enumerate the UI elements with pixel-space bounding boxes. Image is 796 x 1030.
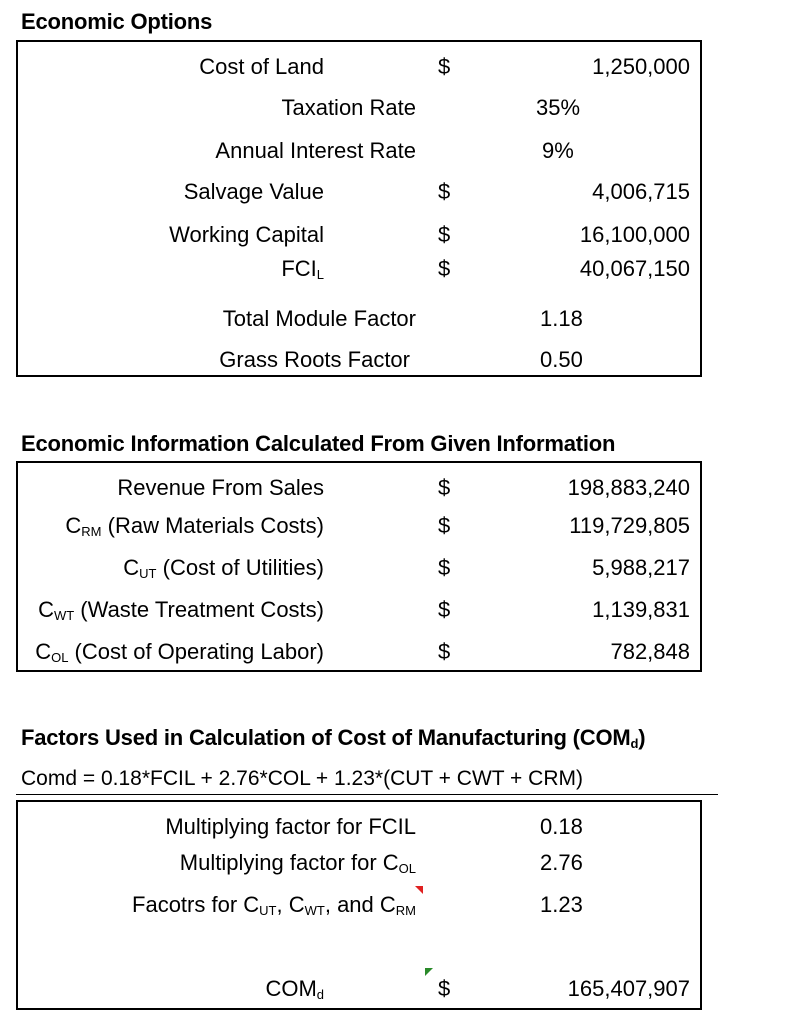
section-title-calculated-information: Economic Information Calculated From Giv… xyxy=(21,431,616,456)
table-row: FCIL $ 40,067,150 xyxy=(18,256,700,286)
row-value: 0.50 xyxy=(540,347,583,372)
row-label: Cost of Land xyxy=(199,54,324,79)
row-label: Taxation Rate xyxy=(281,95,416,120)
currency-symbol: $ xyxy=(438,256,451,281)
section-title-economic-options: Economic Options xyxy=(21,9,213,34)
row-value: 1,250,000 xyxy=(592,54,690,79)
table-row: Annual Interest Rate 9% xyxy=(18,138,700,168)
row-value: 1,139,831 xyxy=(592,597,690,622)
currency-symbol: $ xyxy=(438,54,451,79)
row-label: Revenue From Sales xyxy=(117,475,324,500)
row-label: Facotrs for CUT, CWT, and CRM xyxy=(132,892,416,918)
manufacturing-factors-table: Multiplying factor for FCIL 0.18 Multipl… xyxy=(16,800,702,1010)
row-value: 1.18 xyxy=(540,306,583,331)
table-row: Total Module Factor 1.18 xyxy=(18,306,700,336)
calculated-information-table: Revenue From Sales $ 198,883,240 CRM (Ra… xyxy=(16,461,702,672)
table-row: Revenue From Sales $ 198,883,240 xyxy=(18,475,700,505)
economic-options-table: Cost of Land $ 1,250,000 Taxation Rate 3… xyxy=(16,40,702,377)
table-row: Cost of Land $ 1,250,000 xyxy=(18,54,700,84)
row-label: Annual Interest Rate xyxy=(215,138,416,163)
currency-symbol: $ xyxy=(438,597,451,622)
row-value: 9% xyxy=(542,138,574,163)
row-value: 119,729,805 xyxy=(569,513,690,538)
table-row: Facotrs for CUT, CWT, and CRM 1.23 xyxy=(18,886,700,922)
row-value: 782,848 xyxy=(610,639,690,664)
currency-symbol: $ xyxy=(438,513,451,538)
row-value: 1.23 xyxy=(540,892,583,917)
com-formula: Comd = 0.18*FCIL + 2.76*COL + 1.23*(CUT … xyxy=(21,767,583,790)
formula-underline xyxy=(16,794,718,795)
currency-symbol: $ xyxy=(438,639,451,664)
row-label: Grass Roots Factor xyxy=(219,347,410,372)
row-label: CWT (Waste Treatment Costs) xyxy=(38,597,324,623)
currency-symbol: $ xyxy=(438,179,451,204)
row-value: 198,883,240 xyxy=(567,475,690,500)
currency-symbol: $ xyxy=(438,475,451,500)
row-label: COL (Cost of Operating Labor) xyxy=(35,639,324,665)
formula-indicator-green[interactable] xyxy=(425,968,433,976)
section-title-manufacturing-factors: Factors Used in Calculation of Cost of M… xyxy=(21,725,646,751)
row-label: FCIL xyxy=(281,256,324,282)
table-row: COL (Cost of Operating Labor) $ 782,848 xyxy=(18,639,700,669)
row-value: 0.18 xyxy=(540,814,583,839)
comment-indicator-red[interactable] xyxy=(415,886,423,894)
table-row: Taxation Rate 35% xyxy=(18,95,700,125)
currency-symbol: $ xyxy=(438,222,451,247)
row-label: Multiplying factor for FCIL xyxy=(165,814,416,839)
row-value: 5,988,217 xyxy=(592,555,690,580)
table-row: Grass Roots Factor 0.50 xyxy=(18,347,700,377)
table-row: CUT (Cost of Utilities) $ 5,988,217 xyxy=(18,555,700,585)
table-row: CWT (Waste Treatment Costs) $ 1,139,831 xyxy=(18,597,700,627)
row-value: 4,006,715 xyxy=(592,179,690,204)
table-row: Multiplying factor for COL 2.76 xyxy=(18,850,700,880)
row-value: 165,407,907 xyxy=(567,976,690,1001)
row-label: CUT (Cost of Utilities) xyxy=(123,555,324,581)
table-row: Salvage Value $ 4,006,715 xyxy=(18,179,700,209)
row-value: 2.76 xyxy=(540,850,583,875)
currency-symbol: $ xyxy=(438,976,451,1001)
table-row: COMd $ 165,407,907 xyxy=(18,968,700,1006)
row-value: 16,100,000 xyxy=(579,222,690,247)
table-row: Multiplying factor for FCIL 0.18 xyxy=(18,814,700,844)
currency-symbol: $ xyxy=(438,555,451,580)
row-label: Total Module Factor xyxy=(222,306,416,331)
row-label: CRM (Raw Materials Costs) xyxy=(65,513,324,539)
table-row: CRM (Raw Materials Costs) $ 119,729,805 xyxy=(18,513,700,543)
row-label: Working Capital xyxy=(169,222,324,247)
row-value: 40,067,150 xyxy=(579,256,690,281)
row-label: COMd xyxy=(265,976,324,1002)
row-label: Multiplying factor for COL xyxy=(179,850,416,876)
row-value: 35% xyxy=(536,95,581,120)
table-row: Working Capital $ 16,100,000 xyxy=(18,222,700,252)
row-label: Salvage Value xyxy=(183,179,324,204)
